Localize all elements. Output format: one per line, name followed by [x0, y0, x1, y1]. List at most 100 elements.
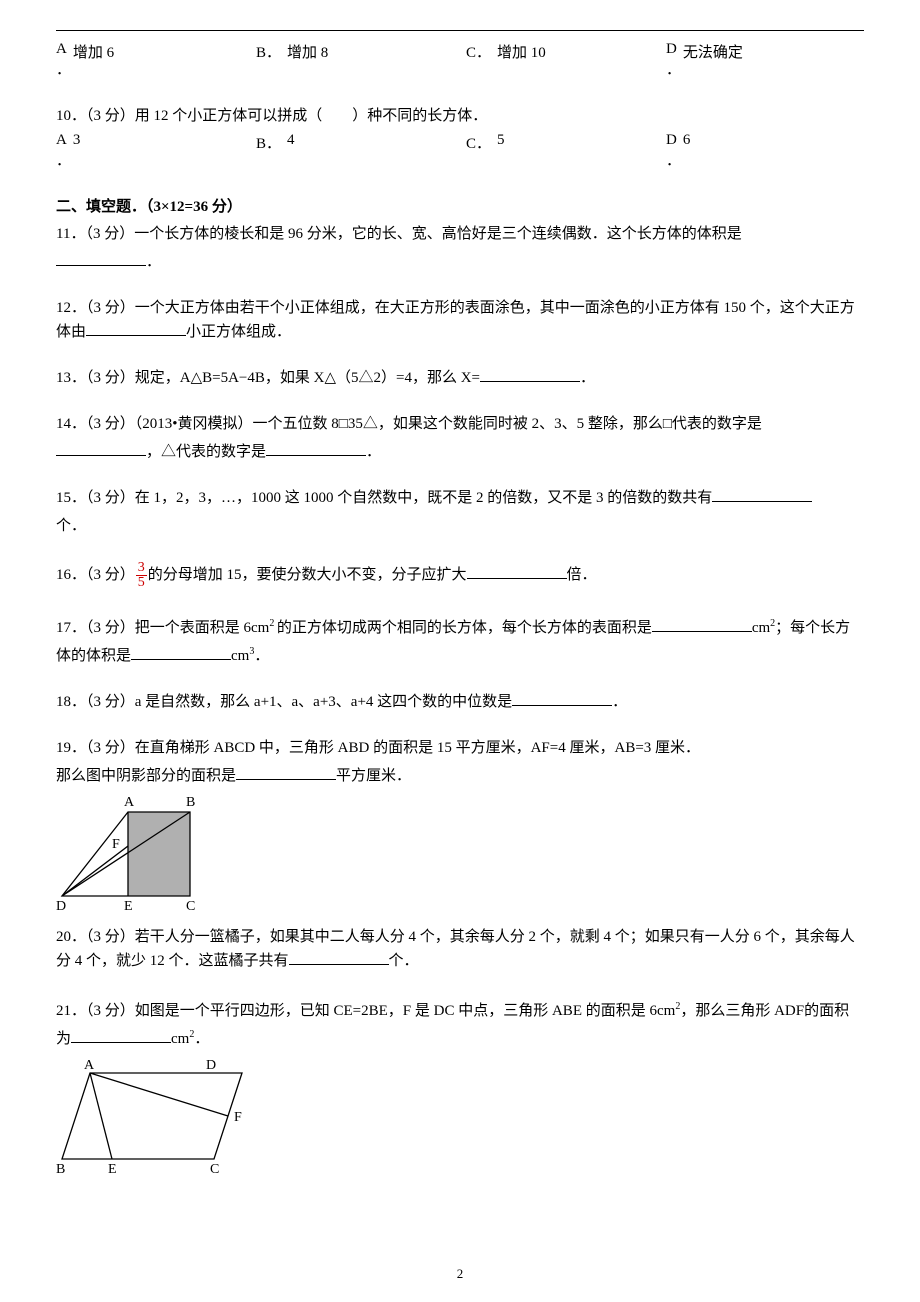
q11-text-a: 11．（3 分）一个长方体的棱长和是 96 分米，它的长、宽、高恰好是三个连续偶… [56, 226, 742, 242]
q17-text-c: cm [752, 620, 770, 636]
label-c: C [186, 899, 195, 912]
q17-text-b: 的正方体切成两个相同的长方体，每个长方体的表面积是 [277, 620, 652, 636]
frac-den: 5 [136, 576, 147, 590]
opt-letter: B． [256, 132, 281, 153]
dot: ． [666, 66, 681, 74]
q19-line1: 19．（3 分）在直角梯形 ABCD 中，三角形 ABD 的面积是 15 平方厘… [56, 736, 864, 760]
blank [467, 563, 567, 579]
q19-text-b: 那么图中阴影部分的面积是 [56, 768, 236, 784]
q14-text-c: ． [366, 444, 381, 460]
blank [289, 949, 389, 965]
opt-text: 6 [683, 132, 691, 153]
opt-text: 增加 8 [287, 41, 328, 62]
q10-opt-d: D 6 [666, 132, 846, 153]
q16: 16．（3 分）35的分母增加 15，要使分数大小不变，分子应扩大倍． [56, 560, 864, 590]
parallelogram-diagram-icon: A D B E C F [56, 1055, 251, 1175]
q11: 11．（3 分）一个长方体的棱长和是 96 分米，它的长、宽、高恰好是三个连续偶… [56, 222, 864, 246]
q11-text-b: ． [146, 254, 161, 270]
label-c: C [210, 1162, 219, 1175]
q17: 17．（3 分）把一个表面积是 6cm2 的正方体切成两个相同的长方体，每个长方… [56, 612, 864, 668]
q19-figure: A B C D E F [56, 792, 864, 917]
q13: 13．（3 分）规定，A△B=5A−4B，如果 X△（5△2）=4，那么 X= ． [56, 366, 864, 390]
q10-options: A 3 B． 4 C． 5 D 6 [56, 132, 864, 153]
q10-opt-b: B． 4 [256, 132, 466, 153]
blank [56, 440, 146, 456]
dot: ． [56, 157, 71, 165]
opt-text: 增加 6 [73, 41, 114, 62]
q-top-opt-d: D 无法确定 [666, 41, 846, 62]
label-e: E [108, 1162, 117, 1175]
opt-letter: D [666, 132, 677, 153]
opt-letter: A [56, 132, 67, 153]
q10-stem: 10．（3 分）用 12 个小正方体可以拼成（ ）种不同的长方体． [56, 104, 864, 128]
q14: 14．（3 分）（2013•黄冈模拟）一个五位数 8□35△，如果这个数能同时被… [56, 412, 864, 436]
q14-text-b: ，△代表的数字是 [146, 444, 266, 460]
blank [512, 690, 612, 706]
label-f: F [234, 1110, 242, 1125]
q15-line2: 个． [56, 514, 864, 538]
q-top-dots: ． ． [56, 66, 864, 74]
q13-text-a: 13．（3 分）规定，A△B=5A−4B，如果 X△（5△2）=4，那么 X= [56, 370, 480, 386]
top-rule [56, 30, 864, 31]
q14-text-a: 14．（3 分）（2013•黄冈模拟）一个五位数 8□35△，如果这个数能同时被… [56, 416, 762, 432]
frac-num: 3 [136, 561, 147, 576]
parallelogram-outline [62, 1073, 242, 1159]
q21-text-d: ． [194, 1031, 209, 1047]
q-top-opt-c: C． 增加 10 [466, 41, 666, 62]
q10-dots: ． ． [56, 157, 864, 165]
q15-text-b: 个． [56, 518, 86, 534]
blank [131, 644, 231, 660]
blank [712, 486, 812, 502]
q16-text-a: 16．（3 分） [56, 567, 135, 583]
opt-letter: C． [466, 41, 491, 62]
q16-text-c: 倍． [567, 567, 597, 583]
section2-heading: 二、填空题．（3×12=36 分） [56, 195, 864, 216]
blank [266, 440, 366, 456]
page-number: 2 [0, 1266, 920, 1282]
opt-text: 增加 10 [497, 41, 546, 62]
segment-ae [90, 1073, 112, 1159]
blank [236, 764, 336, 780]
label-f: F [112, 837, 120, 852]
opt-text: 5 [497, 132, 505, 153]
q15: 15．（3 分）在 1，2，3，…，1000 这 1000 个自然数中，既不是 … [56, 486, 864, 510]
label-b: B [56, 1162, 65, 1175]
q11-line2: ． [56, 250, 864, 274]
q21: 21．（3 分）如图是一个平行四边形，已知 CE=2BE，F 是 DC 中点，三… [56, 995, 864, 1051]
q21-text-a: 21．（3 分）如图是一个平行四边形，已知 CE=2BE，F 是 DC 中点，三… [56, 1003, 675, 1019]
q12: 12．（3 分）一个大正方体由若干个小正体组成，在大正方形的表面涂色，其中一面涂… [56, 296, 864, 344]
q17-text-f: ． [254, 648, 269, 664]
q18-text-b: ． [612, 694, 627, 710]
q21-text-c: cm [171, 1031, 189, 1047]
q18: 18．（3 分）a 是自然数，那么 a+1、a、a+3、a+4 这四个数的中位数… [56, 690, 864, 714]
label-b: B [186, 795, 195, 810]
opt-text: 3 [73, 132, 81, 153]
dot: ． [56, 66, 71, 74]
dot: ． [666, 157, 681, 165]
opt-letter: C． [466, 132, 491, 153]
opt-letter: B． [256, 41, 281, 62]
q12-text-b: 小正方体组成． [186, 324, 291, 340]
fraction-icon: 35 [136, 561, 147, 590]
sup2: 2 [269, 618, 277, 629]
q15-text-a: 15．（3 分）在 1，2，3，…，1000 这 1000 个自然数中，既不是 … [56, 490, 712, 506]
q20-text-a: 20．（3 分）若干人分一篮橘子，如果其中二人每人分 4 个，其余每人分 2 个… [56, 929, 855, 969]
label-d: D [206, 1058, 216, 1073]
q19-text-c: 平方厘米． [336, 768, 411, 784]
q20-text-b: 个． [389, 953, 419, 969]
q18-text-a: 18．（3 分）a 是自然数，那么 a+1、a、a+3、a+4 这四个数的中位数… [56, 694, 512, 710]
opt-text: 4 [287, 132, 295, 153]
q10-opt-c: C． 5 [466, 132, 666, 153]
opt-letter: A [56, 41, 67, 62]
blank [480, 366, 580, 382]
blank [652, 616, 752, 632]
blank [56, 250, 146, 266]
q19-line2: 那么图中阴影部分的面积是 平方厘米． [56, 764, 864, 788]
blank [71, 1027, 171, 1043]
q21-figure: A D B E C F [56, 1055, 864, 1180]
label-a: A [124, 795, 135, 810]
q17-text-e: cm [231, 648, 249, 664]
q13-text-b: ． [580, 370, 595, 386]
label-d: D [56, 899, 66, 912]
opt-text: 无法确定 [683, 41, 743, 62]
